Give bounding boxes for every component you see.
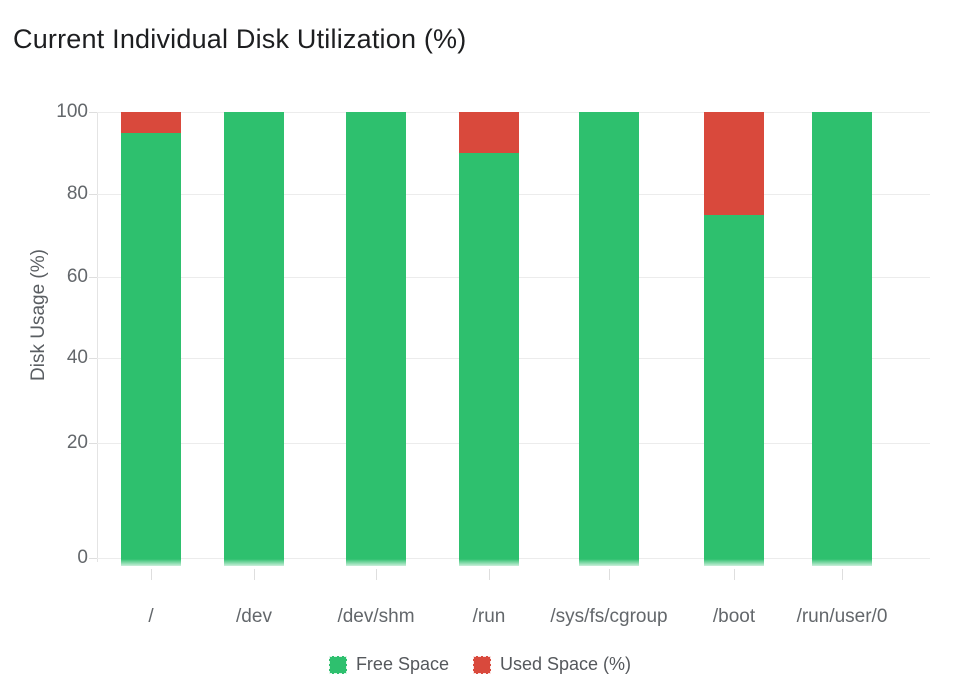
chart-title: Current Individual Disk Utilization (%) (13, 24, 467, 54)
x-axis-tick (609, 569, 610, 580)
legend-label: Free Space (355, 654, 449, 674)
legend-item-used-space[interactable]: Used Space (%) (473, 654, 631, 675)
bar-segment-free-space (121, 132, 181, 566)
y-tick-label: 60 (66, 266, 88, 288)
x-axis-tick (842, 569, 843, 580)
y-axis-tick (89, 194, 97, 196)
plot-area (97, 112, 930, 566)
bar-segment-free-space (812, 112, 872, 566)
y-tick-label: 0 (77, 547, 88, 568)
x-axis-label: /boot (712, 606, 756, 627)
x-axis-label: /sys/fs/cgroup (550, 606, 668, 627)
chart-legend: Free Space Used Space (%) (0, 654, 960, 675)
y-axis-line (97, 112, 98, 562)
x-axis-tick (151, 569, 152, 580)
legend-swatch-icon (328, 655, 347, 674)
bar-segment-free-space (579, 112, 639, 566)
x-axis-label: / (148, 606, 154, 627)
legend-label: Used Space (%) (500, 654, 632, 674)
bar-segment-used-space (121, 112, 181, 133)
y-tick-label: 100 (56, 101, 88, 122)
y-axis-tick (89, 277, 97, 279)
y-axis-tick (89, 442, 97, 444)
y-tick-label: 80 (66, 183, 88, 205)
x-axis-tick (734, 569, 735, 580)
legend-item-free-space[interactable]: Free Space (328, 654, 449, 675)
y-axis-tick (89, 112, 97, 113)
y-axis-tick (89, 358, 97, 360)
x-axis-label: /dev/shm (337, 606, 415, 627)
y-axis-tick (89, 558, 97, 559)
bar-segment-free-space (224, 112, 284, 566)
x-axis-label: /run (472, 606, 506, 627)
legend-swatch-icon (473, 655, 491, 674)
bar-segment-free-space (346, 112, 406, 566)
x-axis-tick (254, 569, 255, 580)
x-axis-label: /run/user/0 (796, 606, 888, 627)
bar-segment-used-space (459, 112, 519, 154)
x-axis-label: /dev (236, 606, 272, 627)
y-tick-label: 40 (66, 347, 88, 369)
bar-segment-used-space (704, 112, 764, 215)
bar-segment-free-space (459, 153, 519, 566)
bar-segment-free-space (704, 214, 764, 566)
x-axis-tick (376, 569, 377, 580)
y-tick-label: 20 (66, 431, 88, 453)
x-axis-tick (489, 569, 490, 580)
